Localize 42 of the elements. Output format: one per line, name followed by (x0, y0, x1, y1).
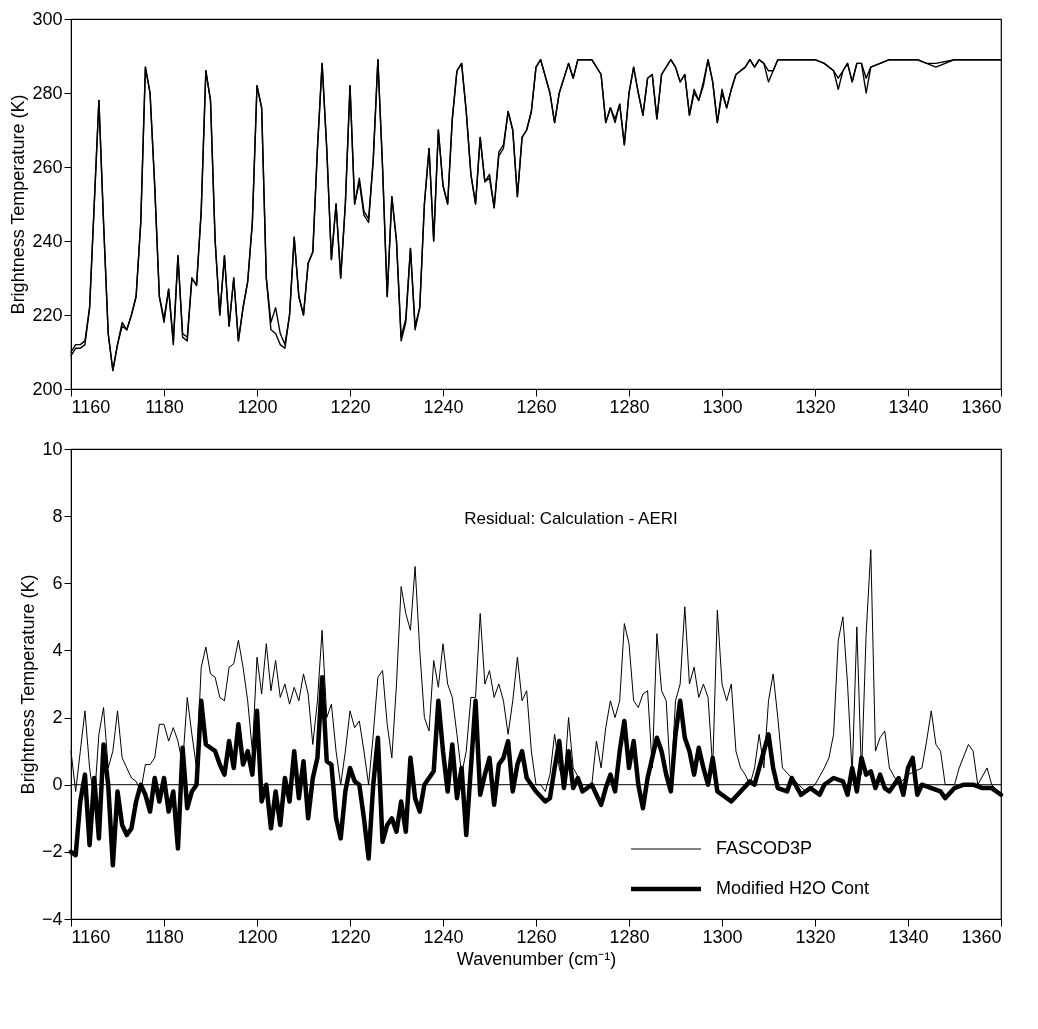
y-axis-title: Brightness Temperature (K) (17, 574, 38, 795)
x-tick-label: 1300 (702, 396, 743, 417)
y-tick-label: 240 (32, 230, 63, 251)
x-tick-label: 1300 (702, 926, 743, 947)
annotation: Residual: Calculation - AERI (464, 509, 678, 528)
x-tick-label: 1320 (795, 396, 836, 417)
y-tick-label: 6 (52, 572, 63, 593)
x-axis-title: Wavenumber (cm⁻¹) (456, 948, 617, 969)
x-tick-label: 1220 (330, 396, 371, 417)
x-tick-label: 1340 (888, 396, 929, 417)
y-tick-label: −2 (41, 841, 63, 862)
x-tick-label: 1200 (237, 926, 278, 947)
x-tick-label: 1280 (609, 396, 650, 417)
x-tick-label: 1160 (71, 926, 111, 947)
x-tick-label: 1340 (888, 926, 929, 947)
y-tick-label: 0 (52, 774, 63, 795)
y-tick-label: 220 (32, 304, 63, 325)
x-tick-label: 1260 (516, 396, 557, 417)
y-tick-label: 8 (52, 505, 63, 526)
x-tick-label: 1240 (423, 926, 464, 947)
x-tick-label: 1180 (145, 396, 184, 417)
y-tick-label: 2 (52, 707, 63, 728)
y-tick-label: −4 (41, 908, 63, 929)
y-tick-label: 300 (32, 8, 63, 29)
y-tick-label: 200 (32, 378, 63, 399)
y-tick-label: 4 (52, 639, 63, 660)
y-tick-label: 260 (32, 156, 63, 177)
x-tick-label: 1240 (423, 396, 464, 417)
x-tick-label: 1260 (516, 926, 557, 947)
legend-label: FASCOD3P (716, 838, 813, 858)
x-tick-label: 1220 (330, 926, 371, 947)
legend-label: Modified H2O Cont (716, 878, 870, 898)
x-tick-label: 1200 (237, 396, 278, 417)
y-axis-title: Brightness Temperature (K) (8, 94, 29, 315)
x-tick-label: 1360 (961, 926, 1002, 947)
x-tick-label: 1320 (795, 926, 836, 947)
x-tick-label: 1280 (609, 926, 650, 947)
x-tick-label: 1180 (145, 926, 184, 947)
x-tick-label: 1360 (961, 396, 1002, 417)
y-tick-label: 10 (42, 438, 63, 459)
x-tick-label: 1160 (71, 396, 111, 417)
y-tick-label: 280 (32, 82, 63, 103)
